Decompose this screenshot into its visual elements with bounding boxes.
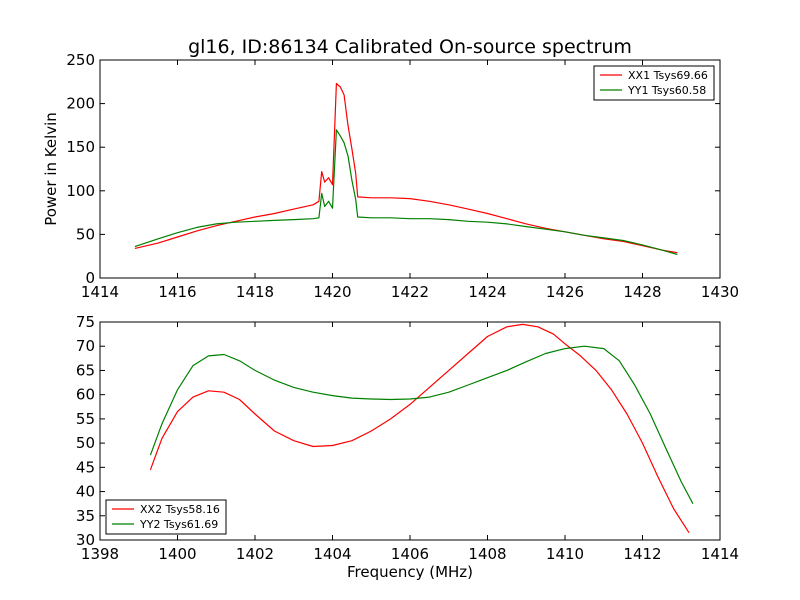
- y-tick-label: 35: [76, 507, 95, 525]
- x-tick-label: 1422: [391, 283, 429, 301]
- x-tick-label: 1398: [81, 545, 119, 563]
- y-tick-label: 30: [76, 531, 95, 549]
- y-tick-label: 250: [66, 51, 95, 69]
- x-tick-label: 1404: [313, 545, 351, 563]
- y-tick-label: 65: [76, 361, 95, 379]
- x-tick-label: 1424: [468, 283, 506, 301]
- bottom-subplot: 1398 1400 1402 1404 1406 1408 1410 1412 1414 30 35…: [76, 313, 739, 581]
- y-tick-label: 50: [76, 434, 95, 452]
- x-tick-label: 1400: [158, 545, 196, 563]
- legend-label: XX2 Tsys58.16: [140, 503, 220, 516]
- legend-box: [105, 499, 227, 535]
- y-tick-label: 50: [76, 225, 95, 243]
- x-axis-label: Frequency (MHz): [347, 563, 473, 581]
- x-tick-label: 1410: [546, 545, 584, 563]
- y-tick-label: 75: [76, 313, 95, 331]
- x-tick-label: 1414: [701, 545, 739, 563]
- y-tick-label: 55: [76, 410, 95, 428]
- y-tick-label: 150: [66, 138, 95, 156]
- y-tick-label: 0: [85, 269, 95, 287]
- y-tick-label: 60: [76, 386, 95, 404]
- series-line-2: [149, 345, 694, 504]
- x-tick-label: 1414: [81, 283, 119, 301]
- y-tick-label: 100: [66, 182, 95, 200]
- legend-label: XX1 Tsys69.66: [628, 69, 708, 82]
- x-tick-label: 1430: [701, 283, 739, 301]
- x-tick-label: 1406: [391, 545, 429, 563]
- x-tick-label: 1420: [313, 283, 351, 301]
- x-tick-label: 1416: [158, 283, 196, 301]
- y-axis-label: Power in Kelvin: [42, 112, 60, 226]
- x-tick-label: 1412: [623, 545, 661, 563]
- x-tick-label: 1428: [623, 283, 661, 301]
- legend-box: [593, 65, 715, 101]
- y-tick-label: 40: [76, 483, 95, 501]
- legend-label: YY1 Tsys60.58: [627, 84, 706, 97]
- top-subplot: 1414 1416 1418 1420 1422 1424 1426 1428 1430 0 50 1…: [42, 51, 739, 301]
- y-tick-label: 45: [76, 458, 95, 476]
- y-tick-label: 70: [76, 337, 95, 355]
- series-line-2: [134, 129, 678, 256]
- x-tick-label: 1418: [236, 283, 274, 301]
- x-tick-label: 1402: [236, 545, 274, 563]
- y-tick-label: 200: [66, 95, 95, 113]
- legend-label: YY2 Tsys61.69: [139, 518, 218, 531]
- figure-title: gl16, ID:86134 Calibrated On-source spec…: [188, 36, 632, 58]
- x-tick-label: 1408: [468, 545, 506, 563]
- series-line-1: [149, 323, 690, 534]
- x-tick-label: 1426: [546, 283, 584, 301]
